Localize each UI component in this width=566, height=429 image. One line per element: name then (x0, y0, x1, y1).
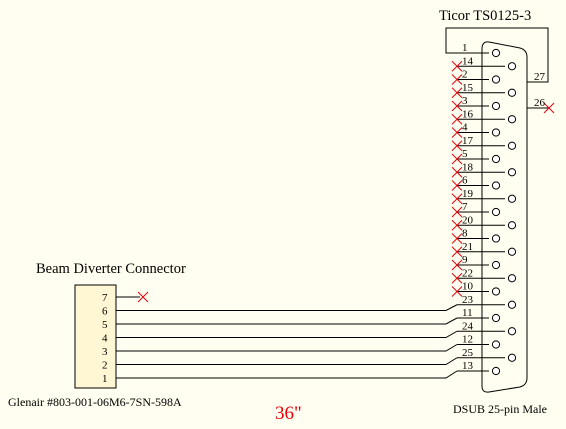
dsub-pin-3-label: 3 (462, 95, 468, 107)
dsub-pin-6-contact (491, 181, 501, 190)
dsub-pin-19-label: 19 (462, 188, 474, 200)
dsub-pin-13-label: 13 (462, 360, 474, 372)
dsub-pin-17-label: 17 (462, 135, 474, 147)
dsub-pin-1-label: 1 (462, 42, 468, 54)
dsub-pin-24-label: 24 (462, 320, 474, 332)
ground-jumper-wire (445, 27, 549, 83)
cable-length: 36" (275, 403, 302, 424)
dsub-pin-2-nc-mark (451, 74, 463, 85)
beam-pin-2-label: 2 (102, 360, 108, 372)
wire-1-to-13 (116, 370, 458, 379)
connector-title: Ticor TS0125-3 (439, 8, 531, 24)
beam-diverter-body (74, 284, 117, 389)
dsub-pin-21-nc-mark (451, 246, 463, 258)
wire-4-to-24 (116, 330, 458, 338)
dsub-pin-5-nc-mark (451, 153, 463, 165)
dsub-pin-10-label: 10 (462, 281, 474, 293)
dsub-pin-8-contact (491, 234, 501, 243)
dsub-pin-20-nc-mark (451, 219, 463, 231)
beam-pin-7-label: 7 (102, 292, 108, 304)
wire-3-to-12 (116, 344, 458, 352)
dsub-pin-3-contact (491, 101, 501, 111)
dsub-pin-13-contact (491, 366, 501, 376)
dsub-pin-22-contact (507, 274, 517, 283)
dsub-pin-5-label: 5 (462, 148, 468, 160)
dsub-pin-22-label: 22 (462, 267, 473, 279)
dsub-pin-18-label: 18 (462, 161, 474, 173)
dsub-pin-9-contact (491, 260, 501, 270)
dsub-pin-17-contact (507, 141, 517, 150)
wire-2-to-25 (116, 357, 458, 365)
dsub-pin-20-contact (507, 221, 517, 230)
beam-pin-7-nc-mark (137, 291, 149, 303)
beam-pin-1-label: 1 (102, 373, 108, 385)
dsub-pin-2-label: 2 (462, 69, 468, 81)
dsub-pin-4-label: 4 (462, 122, 468, 134)
shell-pin-26-label: 26 (534, 97, 546, 109)
dsub-pin-17-nc-mark (451, 140, 463, 152)
dsub-pin-14-nc-mark (451, 60, 463, 72)
dsub-pin-11-label: 11 (462, 307, 473, 319)
dsub-shell (481, 41, 528, 393)
wire-5-to-11 (116, 317, 458, 325)
dsub-pin-9-label: 9 (462, 254, 468, 266)
dsub-pin-25-label: 25 (462, 347, 474, 359)
dsub-pin-15-contact (507, 88, 517, 97)
dsub-pin-14-contact (507, 62, 517, 71)
dsub-pin-2-contact (491, 75, 501, 84)
shell-pin-27-label: 27 (534, 71, 546, 83)
dsub-pin-22-nc-mark (451, 272, 463, 284)
dsub-pin-19-contact (507, 194, 517, 203)
dsub-pin-11-contact (491, 313, 501, 323)
dsub-pin-4-contact (491, 128, 501, 137)
dsub-pin-18-contact (507, 168, 517, 177)
dsub-pin-21-label: 21 (462, 241, 473, 253)
dsub-pin-6-nc-mark (451, 180, 463, 191)
beam-pin-4-label: 4 (102, 333, 108, 345)
beam-part-number: Glenair #803-001-06M6-7SN-598A (8, 395, 182, 409)
dsub-pin-18-nc-mark (451, 166, 463, 178)
dsub-pin-10-contact (491, 287, 501, 296)
dsub-pin-23-contact (507, 300, 517, 309)
dsub-pin-15-label: 15 (462, 82, 474, 94)
dsub-pin-16-label: 16 (462, 108, 474, 120)
dsub-pin-7-label: 7 (462, 201, 468, 213)
dsub-pin-7-contact (491, 207, 501, 217)
dsub-pin-21-contact (507, 247, 517, 256)
dsub-pin-20-label: 20 (462, 214, 474, 226)
dsub-caption: DSUB 25-pin Male (453, 402, 547, 416)
dsub-pin-12-label: 12 (462, 334, 473, 346)
dsub-pin-5-contact (491, 154, 501, 164)
dsub-pin-7-nc-mark (451, 206, 463, 218)
dsub-pin-9-nc-mark (451, 259, 463, 271)
dsub-pin-4-nc-mark (451, 127, 463, 138)
shell-pin-26-nc-mark (543, 102, 555, 114)
dsub-pin-15-nc-mark (451, 87, 463, 99)
dsub-pin-16-nc-mark (451, 113, 463, 125)
dsub-pin-16-contact (507, 115, 517, 124)
dsub-pin-24-contact (507, 327, 517, 336)
dsub-pin-6-label: 6 (462, 175, 468, 187)
dsub-pin-23-label: 23 (462, 294, 474, 306)
dsub-pin-14-label: 14 (462, 55, 474, 67)
dsub-pin-19-nc-mark (451, 193, 463, 205)
beam-title: Beam Diverter Connector (36, 261, 186, 277)
dsub-pin-8-nc-mark (451, 233, 463, 244)
dsub-pin-1-contact (491, 48, 501, 58)
beam-pin-6-label: 6 (102, 306, 108, 318)
beam-pin-3-label: 3 (102, 346, 108, 358)
dsub-pin-10-nc-mark (451, 286, 463, 297)
beam-pin-5-label: 5 (102, 319, 108, 331)
dsub-pin-8-label: 8 (462, 228, 468, 240)
wire-6-to-23 (116, 304, 458, 311)
dsub-pin-25-contact (507, 353, 517, 362)
dsub-pin-3-nc-mark (451, 100, 463, 112)
dsub-pin-12-contact (491, 340, 501, 349)
